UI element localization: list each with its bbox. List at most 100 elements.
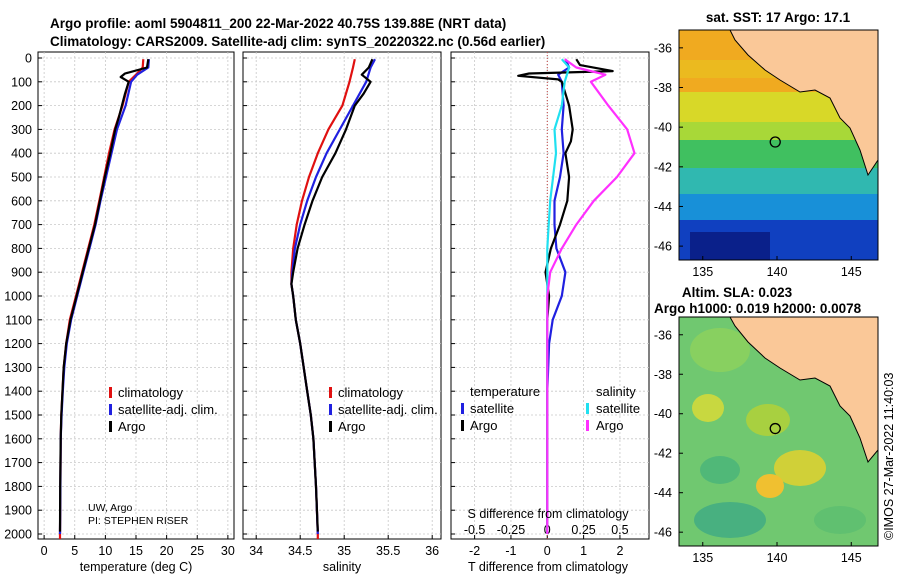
legend-temperature-title: temperature [470, 384, 540, 399]
depth-tick-label: 700 [11, 218, 32, 232]
sst-map-frame [678, 29, 879, 261]
legend-climatology-mark [329, 387, 332, 398]
map-y-tick-label: -38 [654, 368, 672, 382]
x-tick-label: 2 [616, 544, 623, 558]
series-line-t-satellite [546, 58, 571, 534]
x-tick-label: 10 [98, 544, 112, 558]
salinity-x-ticks: 34 34.5 35 35.5 36 [249, 535, 439, 558]
x-tick-label: 5 [71, 544, 78, 558]
sla-land [729, 317, 878, 464]
depth-tick-label: 1300 [4, 361, 32, 375]
s-tick-label: -0.25 [497, 523, 526, 537]
legend-t-satellite-mark [461, 403, 464, 414]
x-tick-label: 0 [41, 544, 48, 558]
legend-argo-mark [109, 421, 112, 432]
x-tick-label: -2 [469, 544, 480, 558]
difference-xlabel: T difference from climatology [468, 560, 629, 574]
map-y-tick-label: -44 [654, 200, 672, 214]
difference-lines [517, 58, 636, 534]
series-line-s-satellite [546, 58, 571, 534]
salinity-legend: climatology satellite-adj. clim. Argo [329, 385, 438, 434]
sla-blob [690, 328, 750, 372]
legend-satellite-mark [329, 404, 332, 415]
map-x-tick-label: 145 [841, 265, 862, 279]
map-y-tick-label: -42 [654, 160, 672, 174]
x-tick-label: 34.5 [288, 544, 312, 558]
legend-t-argo: Argo [470, 418, 497, 433]
map-x-tick-label: 145 [841, 551, 862, 565]
sst-argo-marker [769, 136, 781, 148]
depth-tick-label: 1200 [4, 337, 32, 351]
depth-tick-label: 500 [11, 171, 32, 185]
legend-s-satellite: satellite [596, 401, 640, 416]
map-y-tick-label: -36 [654, 328, 672, 342]
x-tick-label: 20 [160, 544, 174, 558]
legend-satellite-mark [109, 404, 112, 415]
map-y-tick-label: -36 [654, 41, 672, 55]
sla-blob [692, 394, 724, 422]
salinity-axes-frame [242, 51, 442, 540]
sla-argo-marker [769, 422, 781, 435]
sst-land [729, 30, 878, 177]
series-line-argo [58, 59, 150, 532]
x-tick-label: 35.5 [376, 544, 400, 558]
map-x-tick-label: 135 [692, 551, 713, 565]
depth-tick-label: 1800 [4, 480, 32, 494]
temperature-x-ticks: 0 5 10 15 20 25 30 [41, 535, 235, 558]
depth-tick-label: 1400 [4, 385, 32, 399]
sla-map-title-2: Argo h1000: 0.019 h2000: 0.0078 [654, 301, 862, 316]
sla-map-ticks: 135 140 145 -36 -38 -40 -42 -44 -46 [654, 328, 862, 565]
legend-climatology: climatology [118, 385, 184, 400]
depth-tick-label: 1900 [4, 504, 32, 518]
legend-s-argo-mark [586, 420, 589, 431]
sla-blob [756, 474, 784, 498]
map-y-tick-label: -46 [654, 240, 672, 254]
pi-line-1: UW, Argo [88, 502, 133, 514]
x-tick-label: 0 [544, 544, 551, 558]
map-y-tick-label: -46 [654, 526, 672, 540]
map-y-tick-label: -44 [654, 486, 672, 500]
x-tick-label: 1 [580, 544, 587, 558]
x-tick-label: -1 [505, 544, 516, 558]
legend-satellite: satellite-adj. clim. [118, 402, 218, 417]
sla-map-title-1: Altim. SLA: 0.023 [682, 285, 793, 300]
depth-tick-label: 200 [11, 99, 32, 113]
depth-tick-label: 400 [11, 147, 32, 161]
series-line-s-argo [546, 58, 636, 534]
salinity-lines [290, 58, 376, 539]
difference-legend: temperature satellite Argo salinity sate… [461, 384, 640, 433]
legend-argo-mark [329, 421, 332, 432]
temperature-legend: climatology satellite-adj. clim. Argo [109, 385, 218, 434]
map-x-tick-label: 140 [767, 551, 788, 565]
map-y-tick-label: -40 [654, 121, 672, 135]
x-tick-label: 36 [425, 544, 439, 558]
map-y-tick-label: -40 [654, 407, 672, 421]
legend-argo: Argo [118, 419, 145, 434]
sst-cyan-band [679, 194, 878, 220]
legend-t-satellite: satellite [470, 401, 514, 416]
sst-map-ticks: 135 140 145 -36 -38 -40 -42 -44 -46 [654, 41, 862, 279]
difference-s-ticks: -0.5-0.2500.250.5 [464, 523, 629, 537]
depth-tick-label: 800 [11, 242, 32, 256]
depth-tick-label: 600 [11, 194, 32, 208]
depth-tick-label: 2000 [4, 528, 32, 542]
temperature-panel: 0 5 10 15 20 25 30 0 100 200 300 400 500 600 700 800 90… [4, 51, 235, 574]
depth-tick-label: 1700 [4, 456, 32, 470]
sst-map-area [679, 30, 878, 260]
depth-tick-label: 300 [11, 123, 32, 137]
title-line-2: Climatology: CARS2009. Satellite-adj cli… [50, 34, 545, 49]
sla-blob [814, 506, 866, 534]
sst-deep-blue-patch [690, 232, 770, 260]
sla-blob [746, 404, 790, 436]
series-line-argo [290, 58, 374, 532]
legend-climatology-mark [109, 387, 112, 398]
legend-salinity-title: salinity [596, 384, 636, 399]
depth-y-ticks: 0 100 200 300 400 500 600 700 800 900 1000 1100 1200… [4, 52, 32, 542]
salinity-panel: 34 34.5 35 35.5 36 salinity climatology sate… [242, 51, 442, 574]
depth-tick-label: 900 [11, 266, 32, 280]
x-tick-label: 35 [337, 544, 351, 558]
sst-map: sat. SST: 17 Argo: 17.1 135 140 145 -36 -38 -… [654, 10, 879, 279]
sst-map-title: sat. SST: 17 Argo: 17.1 [706, 10, 851, 25]
x-tick-label: 25 [190, 544, 204, 558]
